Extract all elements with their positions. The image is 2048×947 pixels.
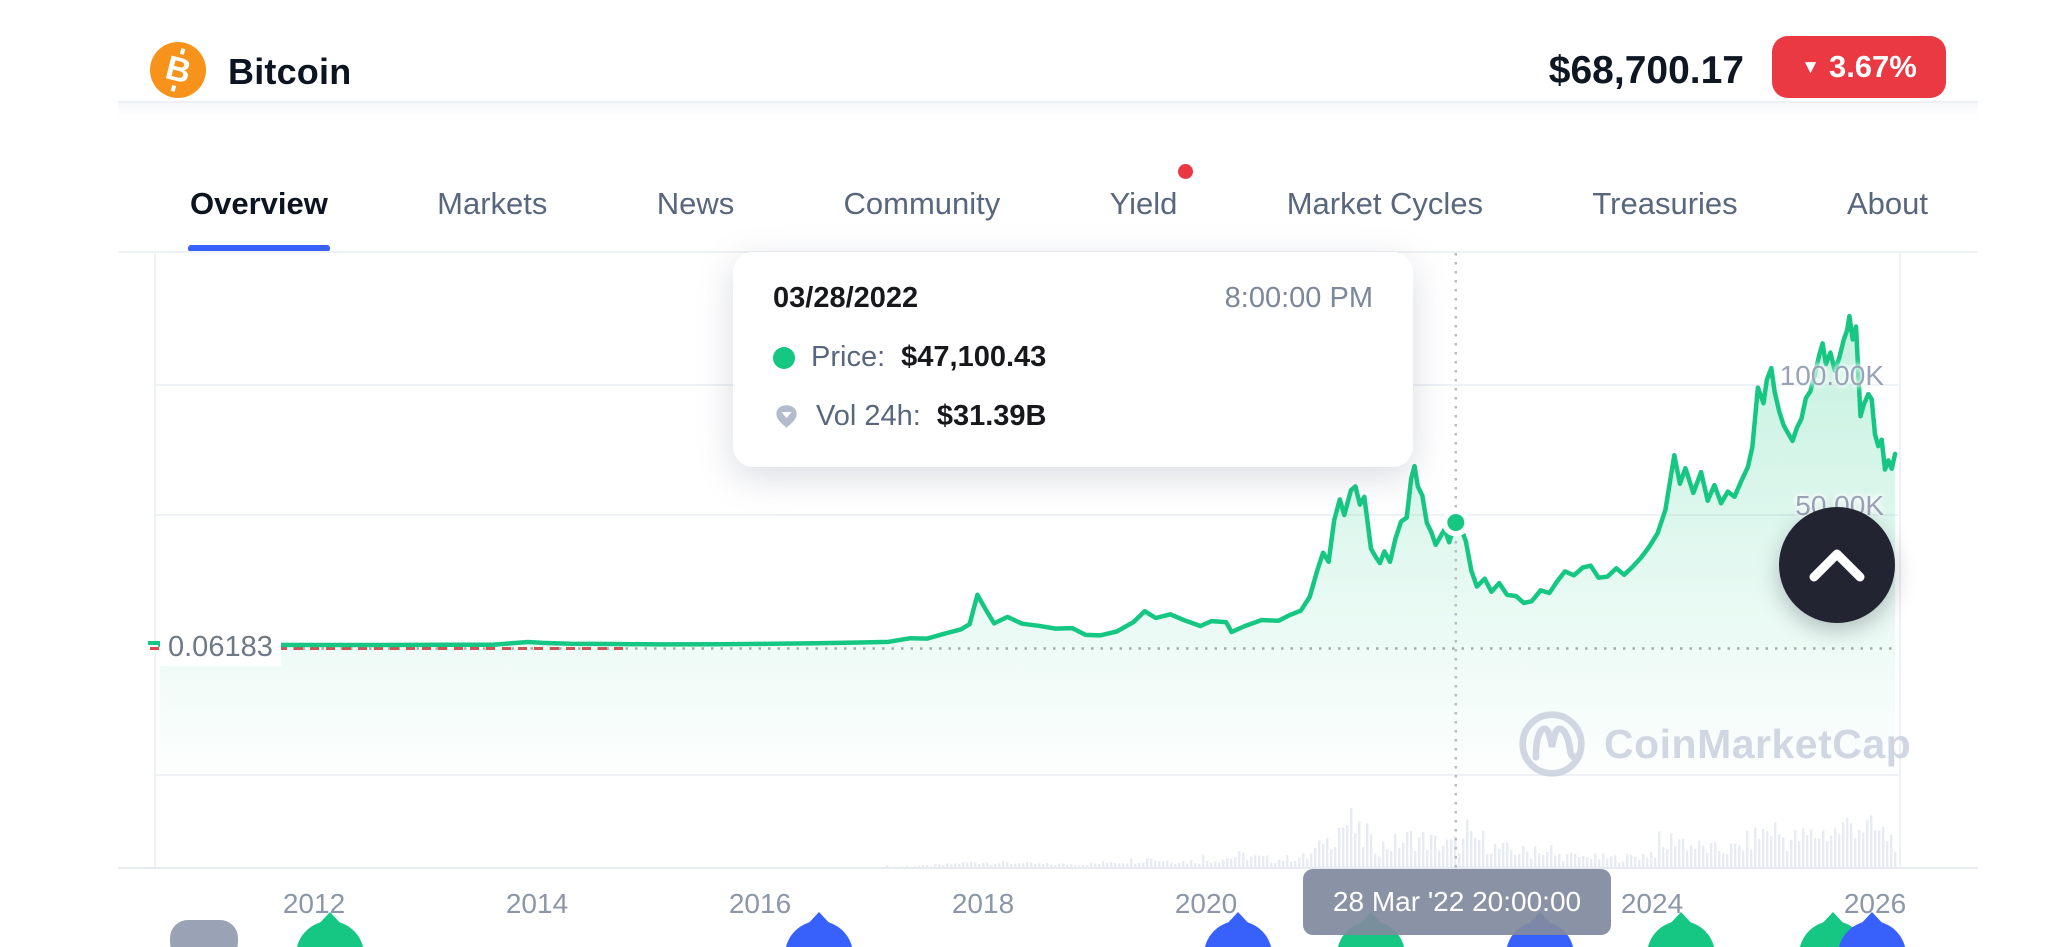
price-change-value: 3.67% — [1828, 49, 1917, 84]
tab-label: News — [656, 186, 735, 221]
price-series-dot-icon — [773, 346, 795, 369]
tooltip-price-label: Price: — [811, 341, 886, 373]
crosshair-date-tooltip: 28 Mar '22 20:00:00 — [1303, 869, 1611, 935]
timeline-marker[interactable] — [1204, 912, 1272, 947]
scroll-to-top-button[interactable] — [1779, 507, 1895, 623]
timeline-marker[interactable] — [785, 912, 853, 947]
timeline-marker[interactable] — [296, 912, 364, 947]
tooltip-time: 8:00:00 PM — [1224, 282, 1373, 314]
volume-pin-icon — [776, 405, 797, 428]
tab-label: Yield — [1109, 186, 1178, 221]
tab-market-cycles[interactable]: Market Cycles — [1287, 140, 1483, 252]
x-axis-label-2020: 2020 — [1174, 888, 1238, 919]
tooltip-price-value: $47,100.43 — [901, 341, 1047, 373]
tab-community[interactable]: Community — [844, 140, 1001, 252]
x-axis-label-2024: 2024 — [1620, 888, 1684, 919]
y-axis-min-label: 0.06183 — [160, 629, 281, 666]
header-divider — [118, 101, 1978, 103]
chevron-up-icon — [1809, 549, 1865, 582]
volume-bars — [886, 808, 1897, 868]
tab-yield[interactable]: Yield — [1109, 140, 1194, 252]
tab-label: Community — [843, 186, 1001, 221]
timeline-marker[interactable] — [1647, 912, 1715, 947]
tooltip-vol-value: $31.39B — [936, 400, 1047, 432]
timeline-marker[interactable] — [170, 920, 238, 947]
x-axis-label-2026: 2026 — [1843, 888, 1907, 919]
chart-hover-tooltip: 03/28/2022 8:00:00 PM Price: $47,100.43 … — [733, 252, 1413, 467]
coin-name: Bitcoin — [228, 51, 352, 92]
section-tabs: Overview Markets News Community Yield Market … — [188, 140, 1928, 252]
tab-label: Market Cycles — [1286, 186, 1484, 221]
bitcoin-logo-icon: B — [150, 42, 206, 98]
price-area-fill — [160, 316, 1896, 775]
header-shadow — [118, 103, 1978, 117]
timeline-markers-strip[interactable] — [0, 903, 2048, 947]
timeline-marker[interactable] — [1838, 912, 1906, 947]
tab-label: Markets — [437, 186, 548, 221]
coin-price: $68,700.17 — [1548, 49, 1744, 92]
x-axis-label-2016: 2016 — [728, 888, 792, 919]
tab-label: Overview — [190, 186, 328, 221]
tab-label: About — [1846, 186, 1928, 221]
tab-overview[interactable]: Overview — [188, 140, 330, 252]
tab-label: Treasuries — [1592, 186, 1738, 221]
new-indicator-dot-icon — [1178, 164, 1194, 179]
tab-news[interactable]: News — [657, 140, 735, 252]
coinmarketcap-logo-icon — [1519, 711, 1585, 777]
tooltip-vol-label: Vol 24h: — [816, 400, 921, 432]
baseline-left-tick — [148, 641, 160, 645]
tab-markets[interactable]: Markets — [437, 140, 547, 252]
tab-about[interactable]: About — [1847, 140, 1928, 252]
x-axis-label-2014: 2014 — [505, 888, 569, 919]
hover-dot — [1447, 514, 1465, 531]
price-change-badge: ▼ 3.67% — [1772, 36, 1946, 98]
x-axis-label-2012: 2012 — [282, 888, 346, 919]
y-axis-label-100k: 100.00K — [1779, 360, 1884, 391]
tab-treasuries[interactable]: Treasuries — [1592, 140, 1737, 252]
tooltip-date: 03/28/2022 — [773, 282, 919, 314]
x-axis-label-2018: 2018 — [951, 888, 1015, 919]
watermark-text: CoinMarketCap — [1604, 720, 1912, 767]
down-triangle-icon: ▼ — [1801, 56, 1820, 78]
coinmarketcap-watermark: CoinMarketCap — [1516, 708, 1911, 780]
